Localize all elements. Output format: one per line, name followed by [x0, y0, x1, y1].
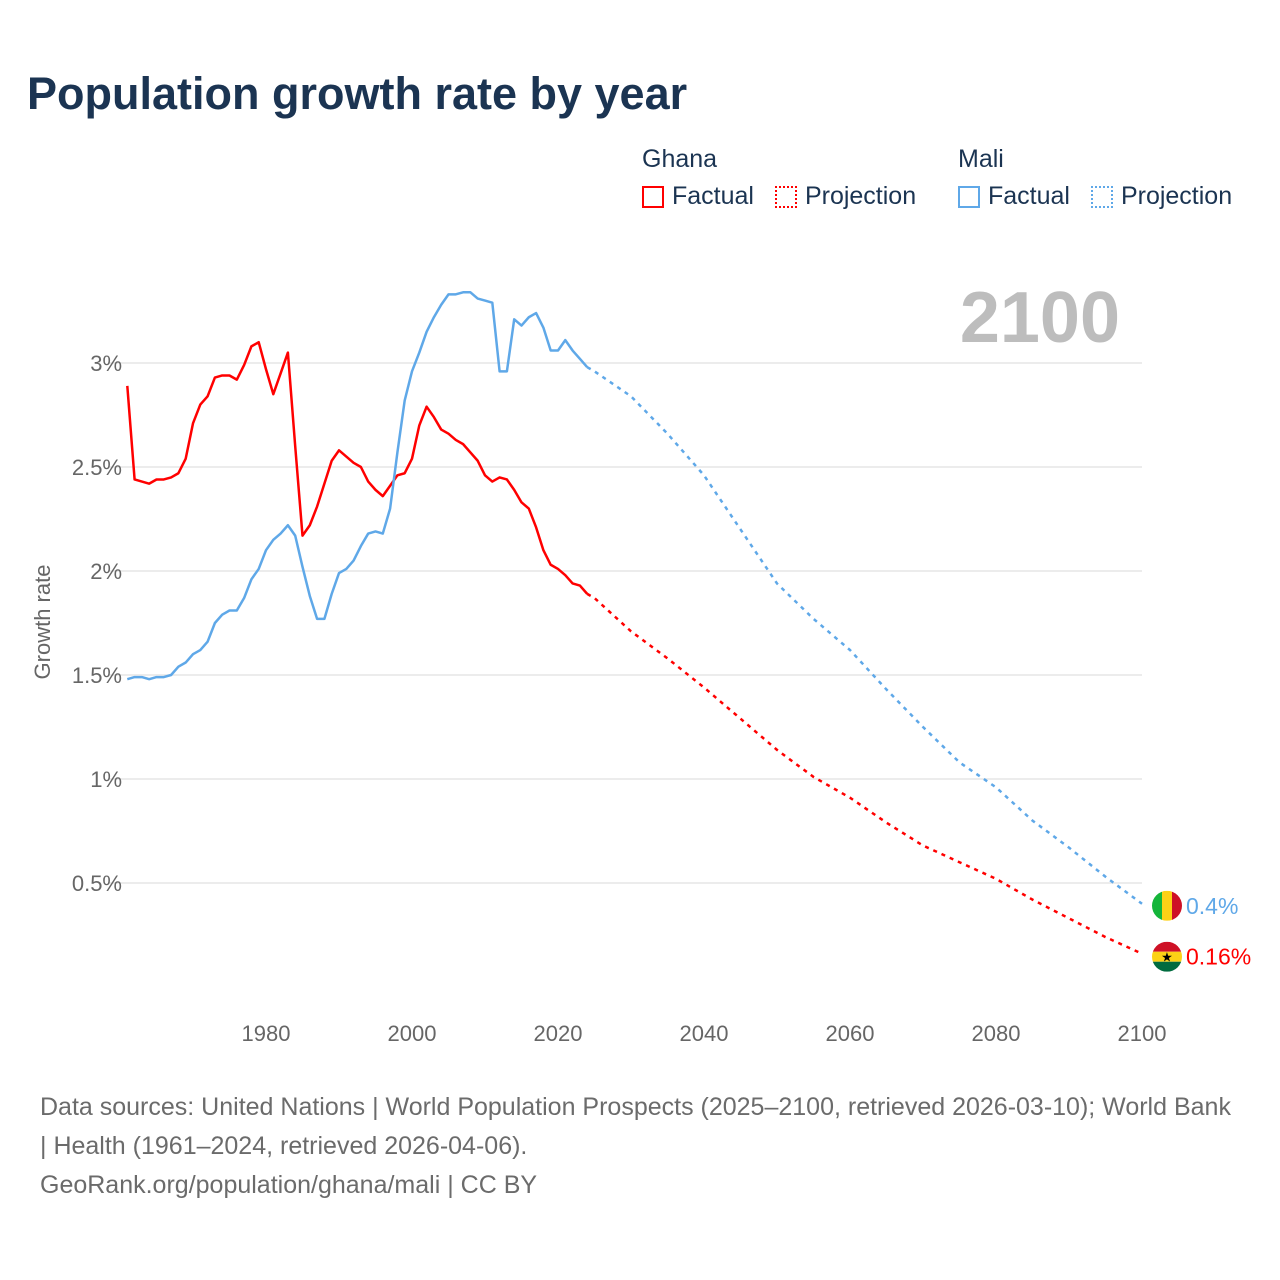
legend-swatch — [958, 185, 980, 208]
credit-link[interactable]: GeoRank.org/population/ghana/mali | CC B… — [40, 1171, 538, 1199]
y-tick-label: 2% — [90, 559, 122, 584]
legend-swatch — [774, 185, 797, 208]
ghana-flag-icon: ★ — [1152, 941, 1182, 972]
svg-text:★: ★ — [1161, 950, 1173, 965]
mali-flag-icon — [1152, 890, 1182, 921]
legend-mali-projection[interactable]: Projection — [1090, 182, 1233, 211]
legend-label: Factual — [672, 182, 754, 210]
legend-group-name: Ghana — [642, 145, 718, 173]
legend-swatch — [642, 185, 664, 208]
legend-label: Factual — [988, 182, 1070, 210]
legend-swatch — [1090, 185, 1113, 208]
y-tick-label: 0.5% — [72, 871, 122, 896]
y-tick-label: 1.5% — [72, 663, 122, 688]
series-ghana-projection — [586, 592, 1143, 955]
y-axis-label: Growth rate — [30, 565, 55, 680]
x-tick-label: 2000 — [388, 1021, 437, 1046]
end-value-label-mali: 0.4% — [1186, 893, 1238, 919]
footer: Data sources: United Nations | World Pop… — [40, 1088, 1240, 1205]
x-tick-label: 1980 — [242, 1021, 291, 1046]
legend-ghana: Ghana Factual Projection — [642, 145, 930, 215]
series-ghana-factual — [126, 340, 589, 595]
y-tick-label: 2.5% — [72, 455, 122, 480]
x-tick-label: 2020 — [534, 1021, 583, 1046]
legend-mali: Mali Factual Projection — [958, 145, 1246, 215]
x-tick-label: 2100 — [1118, 1021, 1167, 1046]
legend-label: Projection — [1120, 182, 1233, 210]
current-year-label: 2100 — [960, 278, 1120, 358]
end-value-label-ghana: 0.16% — [1186, 944, 1251, 970]
y-tick-label: 3% — [90, 351, 122, 376]
x-tick-label: 2060 — [826, 1021, 875, 1046]
chart-title: Population growth rate by year — [27, 68, 688, 119]
legend-group-name: Mali — [958, 145, 1004, 173]
series-mali-projection — [586, 366, 1143, 905]
legend-label: Projection — [804, 182, 917, 210]
data-sources: Data sources: United Nations | World Pop… — [40, 1093, 1231, 1160]
legend-mali-factual[interactable]: Factual — [958, 182, 1070, 211]
y-tick-label: 1% — [90, 767, 122, 792]
x-tick-label: 2080 — [972, 1021, 1021, 1046]
series-mali-factual — [126, 291, 589, 681]
legend-ghana-projection[interactable]: Projection — [774, 182, 917, 211]
x-tick-label: 2040 — [680, 1021, 729, 1046]
legend-ghana-factual[interactable]: Factual — [642, 182, 754, 211]
